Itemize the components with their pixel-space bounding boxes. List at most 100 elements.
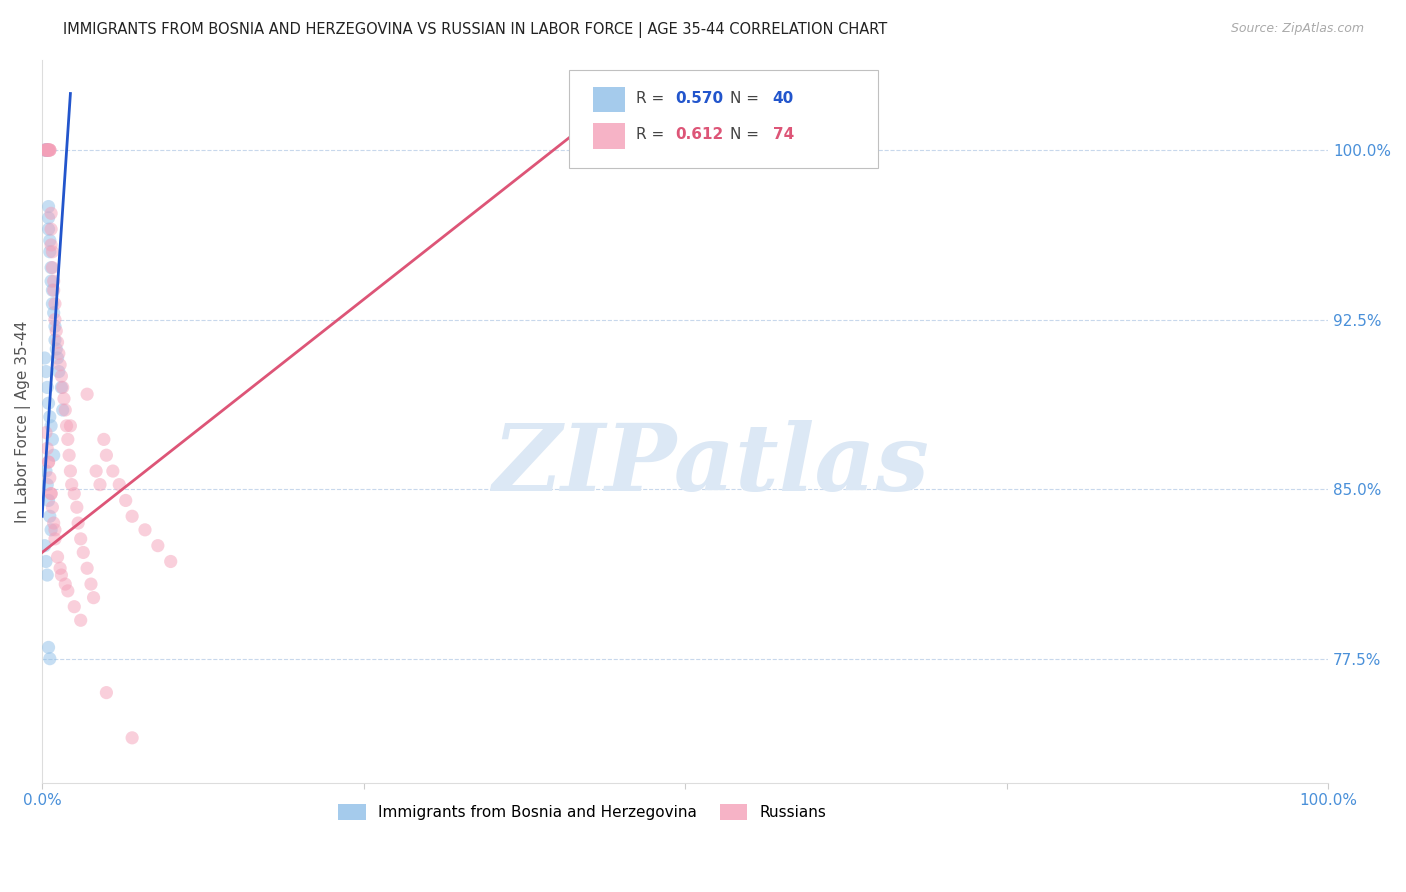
Point [44,333,66,347]
Point [42,516,65,530]
Point [134,523,156,537]
Point [84,464,107,478]
FancyBboxPatch shape [592,87,624,112]
Text: 74: 74 [772,127,794,142]
Text: 40: 40 [772,91,794,106]
Point [34,351,56,365]
Point [38,143,60,157]
Point [38,200,60,214]
Point [108,477,131,491]
Point [67,516,90,530]
Point [38,143,60,157]
Point [35,554,58,568]
Point [46,335,69,350]
Point [114,493,136,508]
Point [159,554,181,568]
Point [51,568,73,582]
Point [34,539,56,553]
Point [35,143,58,157]
FancyBboxPatch shape [592,123,624,149]
Point [38,143,60,157]
Point [38,651,60,665]
Point [146,539,169,553]
Point [48,346,70,360]
Point [44,319,66,334]
Point [69,613,91,627]
Point [56,433,79,447]
Point [35,143,58,157]
Point [39,222,62,236]
Point [38,244,60,259]
Point [56,583,79,598]
Text: 0.570: 0.570 [675,91,723,106]
Point [38,143,60,157]
Point [45,342,67,356]
Point [51,380,73,394]
Point [35,143,58,157]
Point [38,222,60,236]
Point [72,545,94,559]
Point [42,283,65,297]
Point [39,274,62,288]
Point [55,418,77,433]
Point [46,351,69,365]
Point [42,448,65,462]
Point [49,561,72,575]
Point [35,365,58,379]
Point [38,455,60,469]
Point [52,380,75,394]
Point [66,500,89,515]
Point [93,433,115,447]
Text: R =: R = [637,91,669,106]
Point [44,297,66,311]
Point [69,532,91,546]
Point [83,591,105,605]
Point [37,568,59,582]
Point [45,324,67,338]
Point [41,260,63,275]
Point [38,493,60,508]
Text: N =: N = [730,91,763,106]
Point [37,380,59,394]
Point [38,396,60,410]
Legend: Immigrants from Bosnia and Herzegovina, Russians: Immigrants from Bosnia and Herzegovina, … [332,797,832,826]
Point [44,312,66,326]
Point [46,549,69,564]
Point [37,477,59,491]
Text: 0.612: 0.612 [675,127,723,142]
Point [59,464,82,478]
Point [63,599,86,614]
Point [59,418,82,433]
Point [52,403,75,417]
Point [34,143,56,157]
Point [44,523,66,537]
Point [37,143,59,157]
Point [37,143,59,157]
Point [37,442,59,456]
Point [35,425,58,440]
Point [80,577,103,591]
Point [42,274,65,288]
Point [38,409,60,424]
Point [76,561,98,575]
Point [41,500,63,515]
Text: Source: ZipAtlas.com: Source: ZipAtlas.com [1230,22,1364,36]
Point [34,143,56,157]
Point [38,471,60,485]
Text: N =: N = [730,127,763,142]
Point [39,260,62,275]
Point [49,358,72,372]
Point [35,464,58,478]
Point [39,418,62,433]
Point [38,211,60,225]
Point [42,306,65,320]
FancyBboxPatch shape [569,70,877,168]
Point [63,486,86,500]
Point [37,143,59,157]
Point [38,640,60,655]
Point [76,387,98,401]
Point [39,206,62,220]
Point [39,486,62,500]
Point [38,234,60,248]
Point [41,297,63,311]
